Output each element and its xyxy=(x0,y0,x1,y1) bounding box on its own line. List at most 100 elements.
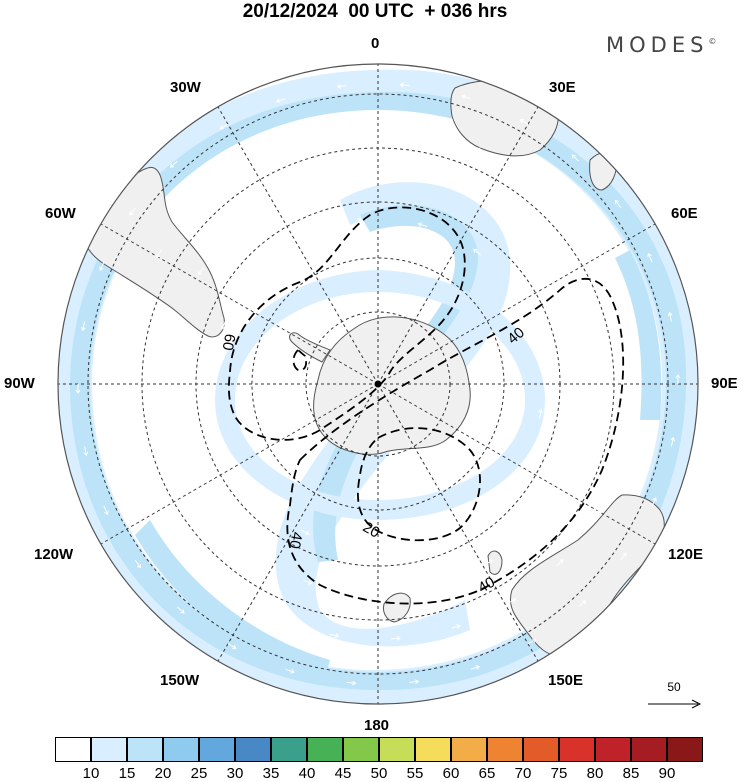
wind-arrow-head xyxy=(519,119,524,124)
wind-arrow-head xyxy=(356,217,362,223)
wind-arrow-head xyxy=(352,680,357,686)
legend-tick-label: 50 xyxy=(370,765,388,782)
reference-arrow-icon xyxy=(648,699,702,709)
wind-arrow-shaft xyxy=(103,505,109,515)
legend-tick-label: 85 xyxy=(622,765,640,782)
wind-arrow-head xyxy=(559,559,564,564)
legend-tick-label: 10 xyxy=(82,765,100,782)
wind-arrow-head xyxy=(614,199,619,205)
wind-arrow-head xyxy=(221,325,226,330)
lon-label-60e: 60E xyxy=(671,205,698,222)
wind-arrow-shaft xyxy=(476,148,486,153)
wind-arrow-head xyxy=(414,679,420,685)
reference-vector: 50 xyxy=(648,680,706,710)
wind-arrow-shaft xyxy=(585,404,588,414)
wind-arrow-head xyxy=(75,389,81,394)
wind-arrow-head xyxy=(670,436,676,442)
south-pole-marker xyxy=(374,380,382,388)
lon-label-120e: 120E xyxy=(668,546,704,563)
legend-tick-label: 15 xyxy=(118,765,136,782)
legend-color-box xyxy=(487,737,523,762)
wind-arrow-head xyxy=(431,584,437,590)
wind-arrow-head xyxy=(472,195,478,201)
antarctica xyxy=(313,316,471,455)
wind-arrow-head xyxy=(477,512,483,517)
wind-arrow-head xyxy=(461,94,466,100)
wind-arrow-shaft xyxy=(218,582,227,590)
wind-arrow-head xyxy=(131,310,136,316)
wind-arrow-shaft xyxy=(418,223,428,227)
wind-arrow-head xyxy=(80,326,86,332)
wind-arrow-shaft xyxy=(620,453,624,463)
copyright-mark: © xyxy=(708,37,717,46)
contours xyxy=(228,206,625,605)
wind-arrow-head xyxy=(606,272,612,277)
wind-arrow-shaft xyxy=(614,200,622,208)
wind-arrow-shaft xyxy=(556,559,564,567)
wind-arrow-head xyxy=(275,98,281,103)
wind-arrow-head xyxy=(475,147,481,153)
wind-arrow-head xyxy=(561,282,566,287)
wind-arrow-shaft xyxy=(134,560,142,568)
lat-lon-grid xyxy=(58,64,698,704)
wind-arrow-shaft xyxy=(574,221,581,230)
wind-arrow-head xyxy=(652,496,657,502)
wind-arrow-head xyxy=(192,204,197,209)
wind-arrow-head xyxy=(625,330,631,336)
wind-arrow-head xyxy=(417,222,423,227)
wind-arrow-head xyxy=(252,551,257,556)
meridian-line xyxy=(100,383,379,545)
wind-arrow-shaft xyxy=(248,549,257,556)
wind-band-southwest xyxy=(135,520,330,678)
meridian-line xyxy=(377,383,656,545)
wind-arrow-head xyxy=(538,408,544,414)
legend-color-box xyxy=(667,737,703,762)
wind-arrow-shaft xyxy=(290,188,300,194)
wind-arrow-head xyxy=(120,371,126,376)
wind-arrow-head xyxy=(137,563,142,569)
wind-arrow-shaft xyxy=(329,633,339,637)
wind-arrow-shaft xyxy=(527,638,537,645)
wind-arrow-head xyxy=(574,220,579,226)
meridian-line xyxy=(217,106,379,385)
legend-color-box xyxy=(91,737,127,762)
wind-arrow-shaft xyxy=(99,261,105,271)
lon-label-60w: 60W xyxy=(45,205,76,222)
wind-arrow-shaft xyxy=(470,666,480,670)
wind-arrow-head xyxy=(290,189,295,194)
wind-arrow-head xyxy=(584,403,590,408)
wind-arrow-shaft xyxy=(529,178,538,186)
wind-arrow-head xyxy=(177,542,182,548)
wind-arrow-shaft xyxy=(647,253,653,263)
wind-arrow-shaft xyxy=(413,176,423,180)
wind-arrow-shaft xyxy=(594,510,601,519)
wind-arrow-head xyxy=(237,223,243,228)
wind-arrow-shaft xyxy=(473,196,482,202)
wind-arrow-head xyxy=(222,444,228,450)
wind-arrow-shaft xyxy=(126,427,129,437)
south-america xyxy=(81,166,225,338)
wind-arrow-shaft xyxy=(418,541,429,545)
wind-arrow-head xyxy=(488,559,494,564)
wind-band-east xyxy=(615,250,662,420)
lon-label-150e: 150E xyxy=(548,672,584,689)
wind-vectors xyxy=(75,82,681,686)
legend-tick-label: 55 xyxy=(406,765,424,782)
wind-arrow-head xyxy=(307,580,313,585)
legend-tick-label: 75 xyxy=(550,765,568,782)
legend-tick-label: 25 xyxy=(190,765,208,782)
wind-arrow-head xyxy=(305,530,310,535)
wind-arrow-head xyxy=(165,391,171,396)
lon-label-30w: 30W xyxy=(170,79,201,96)
wind-arrow-head xyxy=(355,127,360,133)
legend-color-box xyxy=(379,737,415,762)
wind-arrow-shaft xyxy=(252,269,260,277)
wind-arrow-head xyxy=(568,464,573,469)
legend-tick-label: 80 xyxy=(586,765,604,782)
wind-arrow-head xyxy=(334,633,340,638)
wind-arrow-shaft xyxy=(651,497,657,507)
wind-arrow-head xyxy=(129,211,134,216)
wind-arrow-shaft xyxy=(221,320,227,329)
legend-color-box xyxy=(199,737,235,762)
meridian-line xyxy=(100,223,379,385)
